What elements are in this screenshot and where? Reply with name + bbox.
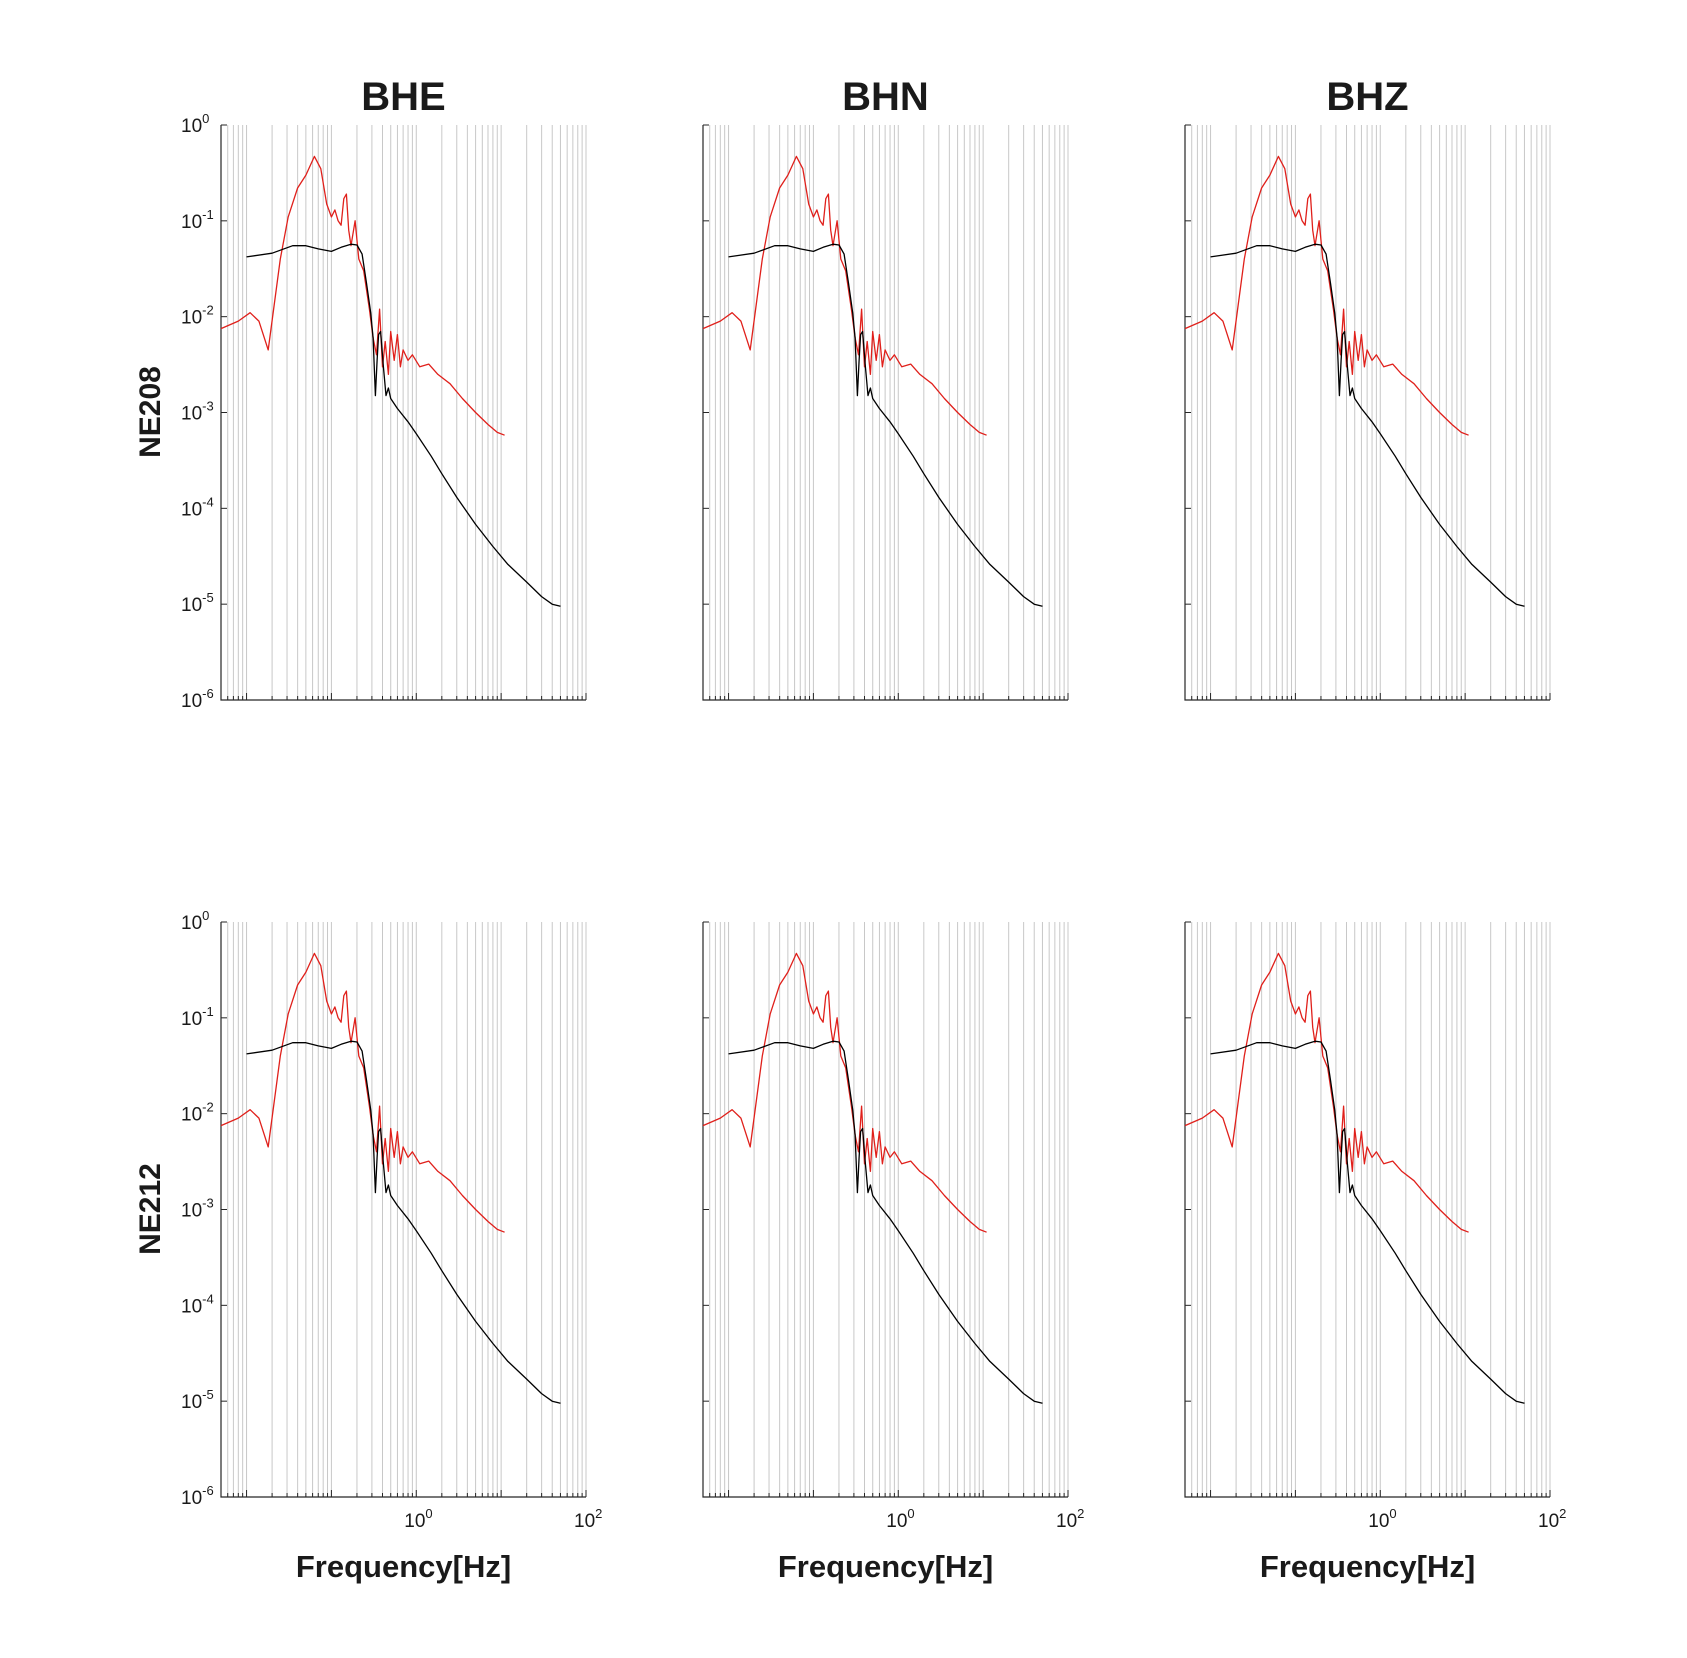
axes bbox=[220, 922, 586, 1498]
series-line-0 bbox=[1184, 952, 1469, 1233]
series-line-0 bbox=[220, 952, 505, 1233]
y-tick-label: 10-1 bbox=[181, 207, 214, 233]
column-title-bhe: BHE bbox=[361, 75, 445, 119]
y-tick-label: 100 bbox=[181, 111, 209, 137]
axes bbox=[1184, 125, 1550, 701]
x-axis-label: Frequency[Hz] bbox=[778, 1549, 993, 1584]
series-line-1 bbox=[1210, 243, 1525, 607]
y-tick-label: 10-2 bbox=[181, 303, 214, 329]
series-line-1 bbox=[246, 243, 561, 607]
x-axis-label: Frequency[Hz] bbox=[296, 1549, 511, 1584]
x-tick-label: 102 bbox=[1538, 1506, 1566, 1532]
series-line-1 bbox=[1210, 1040, 1525, 1404]
x-tick-label: 100 bbox=[404, 1506, 432, 1532]
series-line-1 bbox=[246, 1040, 561, 1404]
panel-ne212-bhe: 100 10-1 10-2 10-3 10-4 10-5 10-6 100 102 Frequen… bbox=[181, 908, 602, 1584]
x-axis-label: Frequency[Hz] bbox=[1260, 1549, 1475, 1584]
y-tick-label: 10-5 bbox=[181, 590, 214, 616]
series-line-0 bbox=[220, 155, 505, 436]
y-tick-label: 10-2 bbox=[181, 1100, 214, 1126]
row-label-ne212: NE212 bbox=[134, 1163, 167, 1255]
y-tick-label: 10-6 bbox=[181, 1483, 214, 1509]
series-line-0 bbox=[702, 952, 987, 1233]
y-tick-label: 10-6 bbox=[181, 686, 214, 712]
y-tick-label: 10-3 bbox=[181, 1196, 214, 1222]
y-tick-label: 100 bbox=[181, 908, 209, 934]
x-tick-label: 102 bbox=[1056, 1506, 1084, 1532]
axes bbox=[1184, 922, 1550, 1498]
panel-ne212-bhn: 100 102 Frequency[Hz] bbox=[702, 921, 1084, 1584]
y-tick-label: 10-4 bbox=[181, 494, 214, 520]
series-line-0 bbox=[1184, 155, 1469, 436]
y-tick-label: 10-1 bbox=[181, 1004, 214, 1030]
panel-ne208-bhe: 100 10-1 10-2 10-3 10-4 10-5 10-6 bbox=[181, 111, 587, 712]
column-title-bhn: BHN bbox=[842, 75, 929, 119]
axes bbox=[702, 125, 1068, 701]
y-tick-label: 10-4 bbox=[181, 1291, 214, 1317]
y-tick-label: 10-5 bbox=[181, 1387, 214, 1413]
panels-layer: BHE BHN BHZNE208NE21210010-110-210-310-410… bbox=[134, 75, 1566, 1584]
panel-ne212-bhz: 100 102 Frequency[Hz] bbox=[1184, 921, 1566, 1584]
panel-ne208-bhz bbox=[1184, 124, 1551, 701]
x-tick-label: 102 bbox=[574, 1506, 602, 1532]
series-line-0 bbox=[702, 155, 987, 436]
x-tick-label: 100 bbox=[886, 1506, 914, 1532]
x-tick-label: 100 bbox=[1368, 1506, 1396, 1532]
axes bbox=[220, 125, 586, 701]
series-line-1 bbox=[728, 243, 1043, 607]
axes bbox=[702, 922, 1068, 1498]
column-title-bhz: BHZ bbox=[1326, 75, 1408, 119]
y-tick-label: 10-3 bbox=[181, 399, 214, 425]
row-label-ne208: NE208 bbox=[134, 366, 167, 458]
panel-ne208-bhn bbox=[702, 124, 1069, 701]
series-line-1 bbox=[728, 1040, 1043, 1404]
